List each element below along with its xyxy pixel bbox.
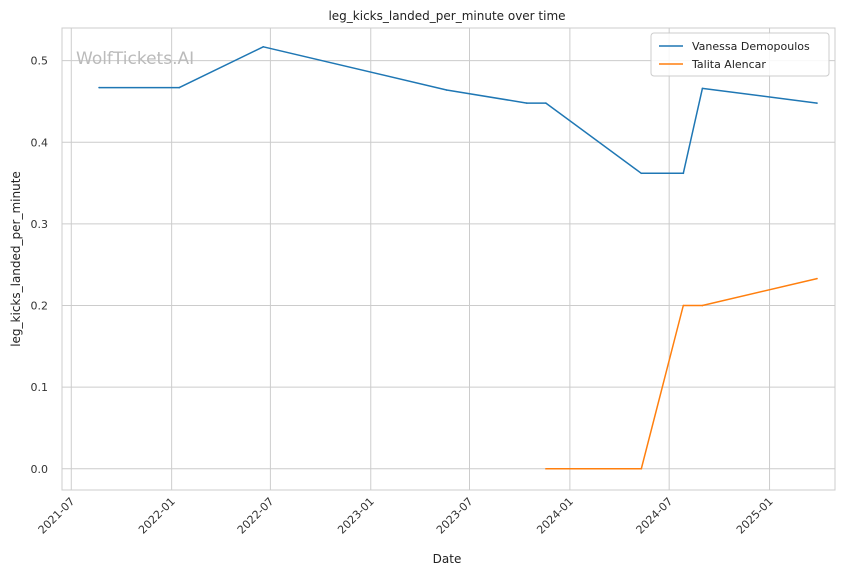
data-point-vanessa-demopoulos	[445, 89, 448, 91]
series-layer	[98, 45, 818, 470]
watermark: WolfTickets.AI	[76, 49, 194, 69]
x-tick-label: 2025-01	[734, 495, 776, 537]
y-axis-title: leg_kicks_landed_per_minute	[9, 171, 23, 347]
data-point-vanessa-demopoulos	[545, 102, 547, 104]
legend-label-talita-alencar: Talita Alencar	[691, 58, 766, 71]
x-tick-label: 2023-07	[434, 495, 476, 537]
x-gridlines	[70, 28, 771, 490]
data-point-vanessa-demopoulos	[178, 86, 181, 89]
y-tick-label: 0.1	[31, 381, 49, 394]
data-point-vanessa-demopoulos	[816, 102, 818, 104]
data-point-talita-alencar	[816, 277, 818, 280]
data-point-talita-alencar	[640, 467, 643, 470]
data-point-talita-alencar	[545, 467, 547, 470]
plot-frame	[61, 27, 836, 491]
x-tick-label: 2022-07	[235, 495, 277, 537]
data-point-vanessa-demopoulos	[525, 102, 528, 104]
data-point-vanessa-demopoulos	[682, 172, 685, 175]
y-tick-label: 0.4	[31, 136, 49, 149]
legend-label-vanessa-demopoulos: Vanessa Demopoulos	[692, 40, 810, 53]
x-tick-label: 2024-07	[634, 495, 676, 537]
data-point-talita-alencar	[682, 304, 685, 307]
x-axis-title: Date	[433, 552, 462, 566]
x-tick-label: 2022-01	[136, 495, 178, 537]
x-tick-label: 2023-01	[335, 495, 377, 537]
legend: Vanessa Demopoulos Talita Alencar	[650, 32, 830, 77]
y-tick-labels: 0.0 0.1 0.2 0.3 0.4 0.5	[31, 55, 49, 476]
data-point-vanessa-demopoulos	[640, 172, 643, 175]
y-tick-label: 0.2	[31, 300, 49, 313]
x-tick-label: 2024-01	[534, 495, 576, 537]
y-tick-label: 0.5	[31, 55, 49, 68]
y-tick-label: 0.3	[31, 218, 49, 231]
plot-area	[62, 28, 835, 490]
series-line-vanessa-demopoulos	[99, 46, 818, 175]
chart-title: leg_kicks_landed_per_minute over time	[328, 9, 565, 23]
legend-box	[650, 32, 830, 77]
data-point-vanessa-demopoulos	[262, 45, 265, 48]
y-tick-label: 0.0	[31, 463, 49, 476]
data-point-talita-alencar	[701, 304, 704, 307]
data-point-vanessa-demopoulos	[98, 86, 100, 89]
data-point-vanessa-demopoulos	[701, 87, 704, 90]
x-tick-label: 2021-07	[36, 495, 78, 537]
x-tick-labels: 2021-07 2022-01 2022-07 2023-01 2023-07 2024-…	[36, 495, 776, 537]
